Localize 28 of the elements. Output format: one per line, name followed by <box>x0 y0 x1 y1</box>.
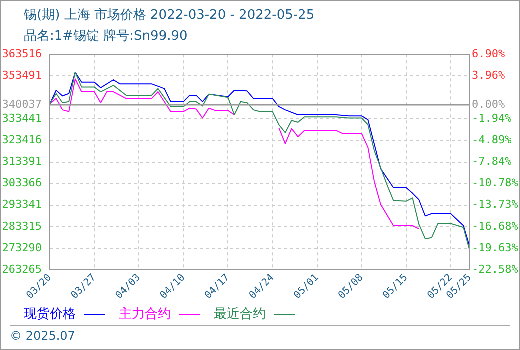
y2-tick-label: 0.00% <box>472 98 506 111</box>
y-tick-label: 313391 <box>2 155 42 168</box>
y-tick-label: 303366 <box>2 176 42 190</box>
y2-tick-label: -4.89% <box>472 134 512 147</box>
chart-subtitle: 品名:1#锡锭 牌号:Sn99.90 <box>24 28 188 45</box>
legend-label: 现货价格 <box>24 307 76 322</box>
y-tick-label: 353491 <box>2 69 42 82</box>
y2-tick-label: 6.90% <box>472 47 506 60</box>
y2-tick-label: -1.94% <box>472 112 512 126</box>
y2-tick-label: -10.78% <box>472 176 519 190</box>
y-tick-label: 363516 <box>2 47 42 60</box>
y2-tick-label: -16.68% <box>472 220 519 233</box>
text: © 2025.07 <box>10 329 76 343</box>
y-tick-label: 333441 <box>2 112 42 126</box>
y-tick-label: 273290 <box>2 241 42 254</box>
y2-tick-label: -7.84% <box>472 155 512 168</box>
y-tick-label: 293341 <box>2 198 42 212</box>
y-tick-label: 283315 <box>2 220 42 233</box>
y-tick-label: 323416 <box>2 134 42 147</box>
legend-label: 主力合约 <box>119 307 171 322</box>
y2-tick-label: -19.63% <box>472 241 519 254</box>
y-tick-label: 263265 <box>2 262 42 276</box>
legend-label: 最近合约 <box>214 307 266 322</box>
y2-tick-label: 3.96% <box>472 68 506 82</box>
y2-tick-label: -22.58% <box>472 262 519 276</box>
y-tick-label: 340037 <box>2 98 42 111</box>
y2-tick-label: -13.73% <box>472 198 519 212</box>
chart-title: 锡(期) 上海 市场价格 2022-03-20 - 2022-05-25 <box>24 7 315 24</box>
